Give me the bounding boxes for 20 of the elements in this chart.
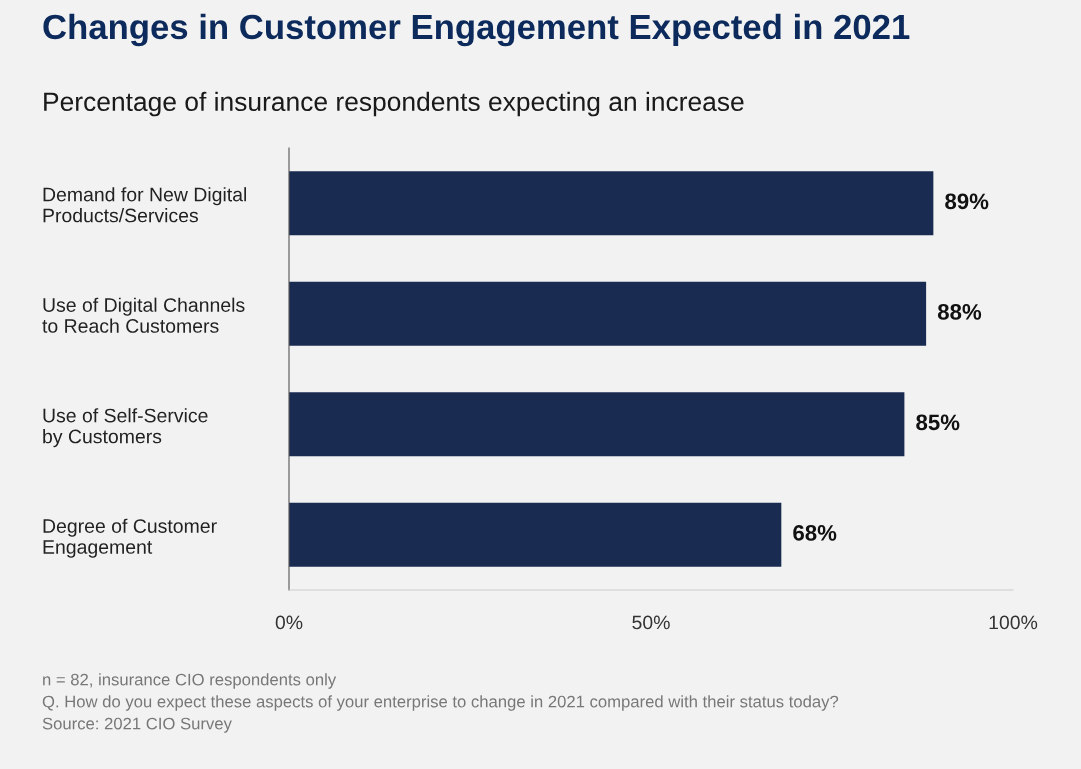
y-tick-label: Use of Self-Service by Customers [43,408,208,448]
text: n = 82, insurance CIO respondents only [43,673,337,689]
source-note: Source: 2021 CIO Survey [42,717,232,733]
bar [289,171,934,236]
x-tick-label: 0% [275,615,303,630]
y-tick-label: Degree of Customer Engagement [43,518,217,558]
bar [289,281,927,346]
x-tick-label: 100% [989,615,1038,630]
bar [289,392,905,457]
data-label: 68% [793,524,837,541]
data-label: 88% [937,303,982,320]
data-label: 85% [916,414,960,431]
y-tick-label: Demand for New Digital Products/Services [43,187,247,223]
chart-title: Changes in Customer Engagement Expected in 2021 [43,13,910,47]
y-tick-label: Use of Digital Channels to Reach Customers [42,297,245,333]
chart-subtitle: Percentage of insurance respondents expecting an increase [44,91,744,117]
bar [289,502,782,567]
data-label: 89% [945,193,989,210]
text: Q. How do you expect these aspects of your enterprise to change in 2021 compared with their status today? [42,695,839,711]
x-tick-label: 50% [632,615,670,630]
